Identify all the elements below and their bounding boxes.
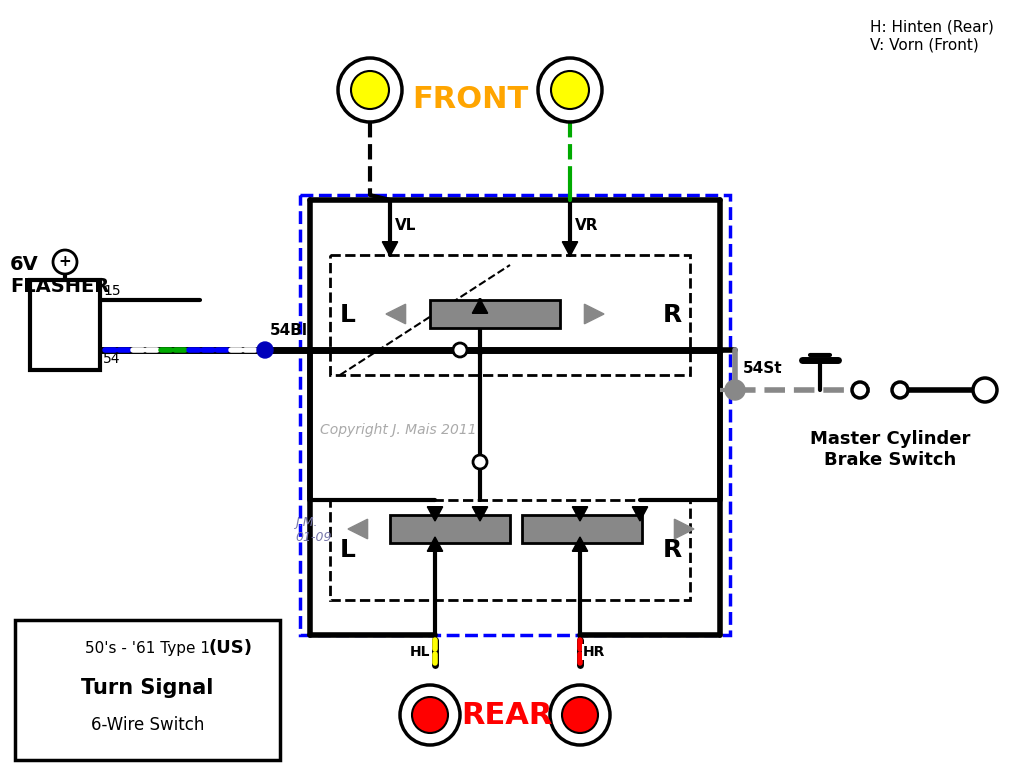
- Polygon shape: [382, 241, 398, 256]
- Polygon shape: [428, 537, 443, 551]
- Text: 54: 54: [103, 352, 120, 366]
- Polygon shape: [562, 241, 578, 256]
- Circle shape: [562, 697, 598, 733]
- Circle shape: [725, 380, 745, 400]
- Text: H: Hinten (Rear): H: Hinten (Rear): [870, 20, 994, 35]
- Text: L: L: [340, 303, 356, 327]
- Bar: [15, 620, 280, 760]
- Circle shape: [473, 455, 487, 469]
- Polygon shape: [386, 304, 406, 324]
- Text: 54St: 54St: [743, 361, 782, 376]
- Polygon shape: [573, 537, 588, 551]
- Text: J.M.
01-09: J.M. 01-09: [295, 516, 331, 544]
- Text: VR: VR: [575, 218, 598, 233]
- Polygon shape: [632, 507, 648, 521]
- Bar: [30, 280, 100, 370]
- Text: HR: HR: [583, 645, 605, 659]
- Text: +: +: [978, 381, 992, 399]
- Text: 15: 15: [103, 284, 120, 298]
- Polygon shape: [472, 507, 487, 521]
- Circle shape: [400, 685, 460, 745]
- Text: +: +: [59, 255, 71, 269]
- Text: REAR: REAR: [462, 701, 553, 729]
- Circle shape: [257, 342, 273, 358]
- Bar: [390, 515, 510, 543]
- Text: 54Bl: 54Bl: [270, 323, 308, 338]
- Circle shape: [412, 697, 448, 733]
- Text: Turn Signal: Turn Signal: [81, 678, 214, 698]
- Polygon shape: [573, 507, 588, 521]
- Polygon shape: [428, 507, 443, 521]
- Bar: [330, 255, 690, 375]
- Text: R: R: [662, 538, 682, 562]
- Bar: [330, 500, 690, 600]
- Text: FRONT: FRONT: [412, 85, 528, 115]
- Bar: [522, 515, 642, 543]
- Circle shape: [892, 382, 908, 398]
- Circle shape: [338, 58, 402, 122]
- Polygon shape: [674, 519, 694, 539]
- Circle shape: [453, 343, 467, 357]
- Polygon shape: [584, 304, 604, 324]
- Text: L: L: [340, 538, 356, 562]
- Circle shape: [550, 685, 610, 745]
- Circle shape: [852, 382, 868, 398]
- Text: Copyright J. Mais 2011: Copyright J. Mais 2011: [320, 423, 477, 437]
- Bar: [300, 195, 730, 635]
- Bar: [430, 300, 560, 328]
- Circle shape: [972, 378, 997, 402]
- Text: R: R: [662, 303, 682, 327]
- Text: (US): (US): [208, 639, 252, 657]
- Text: 6V
FLASHER: 6V FLASHER: [10, 255, 109, 296]
- Circle shape: [351, 71, 389, 109]
- Text: V: Vorn (Front): V: Vorn (Front): [870, 38, 979, 53]
- Polygon shape: [472, 299, 487, 314]
- Text: VL: VL: [395, 218, 416, 233]
- Text: 50's - '61 Type 1: 50's - '61 Type 1: [85, 640, 210, 656]
- Circle shape: [551, 71, 589, 109]
- Polygon shape: [348, 519, 368, 539]
- Text: Master Cylinder
Brake Switch: Master Cylinder Brake Switch: [810, 430, 970, 469]
- Circle shape: [53, 250, 77, 274]
- Text: HL: HL: [409, 645, 430, 659]
- Text: 6-Wire Switch: 6-Wire Switch: [90, 716, 205, 734]
- Circle shape: [538, 58, 602, 122]
